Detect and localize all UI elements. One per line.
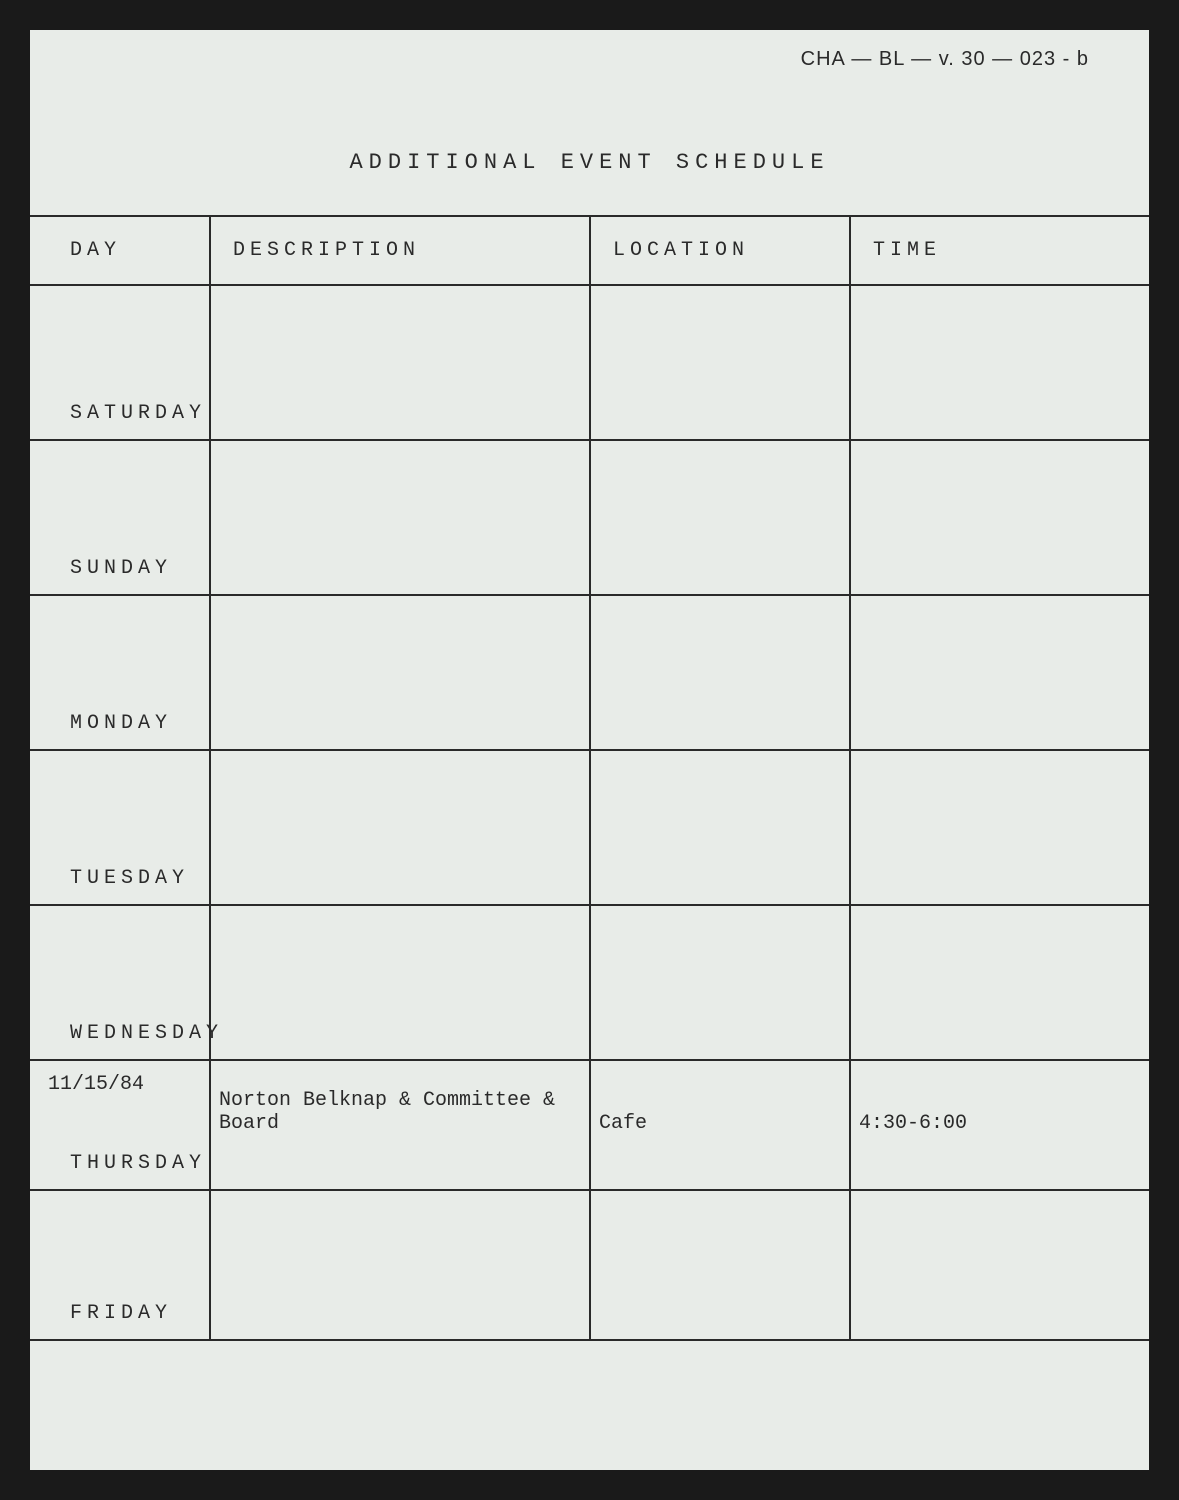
document-page: CHA — BL — v. 30 — 023 - b ADDITIONAL EV…	[30, 30, 1149, 1470]
day-label: FRIDAY	[38, 1302, 201, 1325]
cell-location	[590, 440, 850, 595]
col-header-location: LOCATION	[590, 216, 850, 285]
col-header-day: DAY	[30, 216, 210, 285]
table-row: MONDAY	[30, 595, 1149, 750]
event-time: 4:30-6:00	[859, 1112, 1141, 1175]
cell-location	[590, 750, 850, 905]
table-row: SATURDAY	[30, 285, 1149, 440]
cell-description: Norton Belknap & Committee & Board	[210, 1060, 590, 1190]
cell-time	[850, 1190, 1149, 1340]
day-label: TUESDAY	[38, 867, 201, 890]
table-header-row: DAY DESCRIPTION LOCATION TIME	[30, 216, 1149, 285]
table-row: TUESDAY	[30, 750, 1149, 905]
cell-day: WEDNESDAY	[30, 905, 210, 1060]
day-label: MONDAY	[38, 712, 201, 735]
cell-day: MONDAY	[30, 595, 210, 750]
table-row: 11/15/84 THURSDAY Norton Belknap & Commi…	[30, 1060, 1149, 1190]
day-label: WEDNESDAY	[38, 1022, 201, 1045]
cell-day: FRIDAY	[30, 1190, 210, 1340]
table-body: SATURDAY SUNDAY MONDAY TUESDAY	[30, 285, 1149, 1340]
schedule-table: DAY DESCRIPTION LOCATION TIME SATURDAY S…	[30, 215, 1149, 1341]
cell-time	[850, 905, 1149, 1060]
day-label: SATURDAY	[38, 402, 201, 425]
table-row: WEDNESDAY	[30, 905, 1149, 1060]
col-header-time: TIME	[850, 216, 1149, 285]
table-row: FRIDAY	[30, 1190, 1149, 1340]
cell-day: SUNDAY	[30, 440, 210, 595]
handwritten-annotation: CHA — BL — v. 30 — 023 - b	[801, 48, 1089, 71]
cell-location	[590, 285, 850, 440]
cell-day: 11/15/84 THURSDAY	[30, 1060, 210, 1190]
table-row: SUNDAY	[30, 440, 1149, 595]
cell-location	[590, 905, 850, 1060]
cell-description	[210, 750, 590, 905]
date-label: 11/15/84	[48, 1073, 144, 1096]
event-description: Norton Belknap & Committee & Board	[219, 1089, 581, 1175]
day-label: THURSDAY	[38, 1152, 201, 1175]
cell-day: SATURDAY	[30, 285, 210, 440]
cell-location: Cafe	[590, 1060, 850, 1190]
cell-description	[210, 905, 590, 1060]
cell-day: TUESDAY	[30, 750, 210, 905]
cell-time	[850, 285, 1149, 440]
cell-time	[850, 595, 1149, 750]
cell-time	[850, 750, 1149, 905]
cell-description	[210, 440, 590, 595]
cell-location	[590, 595, 850, 750]
day-label: SUNDAY	[38, 557, 201, 580]
col-header-description: DESCRIPTION	[210, 216, 590, 285]
cell-description	[210, 285, 590, 440]
cell-time	[850, 440, 1149, 595]
cell-location	[590, 1190, 850, 1340]
page-title: ADDITIONAL EVENT SCHEDULE	[30, 150, 1149, 175]
cell-time: 4:30-6:00	[850, 1060, 1149, 1190]
cell-description	[210, 1190, 590, 1340]
cell-description	[210, 595, 590, 750]
event-location: Cafe	[599, 1112, 841, 1175]
